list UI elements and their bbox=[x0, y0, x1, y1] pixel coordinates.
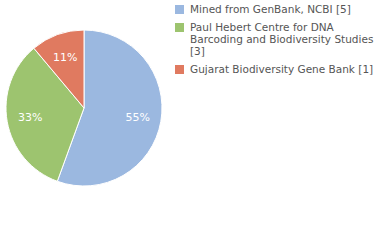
chart: 55% 33% 11% Mined from GenBank, NCBI [5] Pau… bbox=[0, 0, 380, 240]
slice bbox=[34, 30, 84, 108]
legend-label: Gujarat Biodiversity Gene Bank [1] bbox=[190, 63, 373, 75]
data-label: 55% bbox=[126, 111, 150, 124]
legend-swatch bbox=[175, 5, 184, 14]
legend: Mined from GenBank, NCBI [5] Paul Hebert … bbox=[175, 3, 377, 75]
data-label: 33% bbox=[18, 111, 42, 124]
data-label: 11% bbox=[53, 51, 77, 64]
legend-label: Paul Hebert Centre for DNA Barcoding and… bbox=[190, 21, 377, 57]
legend-label: Mined from GenBank, NCBI [5] bbox=[190, 3, 351, 15]
slices bbox=[6, 30, 162, 186]
legend-swatch bbox=[175, 23, 184, 32]
legend-swatch bbox=[175, 65, 184, 74]
slice-labels: 55% 33% 11% bbox=[18, 51, 150, 125]
